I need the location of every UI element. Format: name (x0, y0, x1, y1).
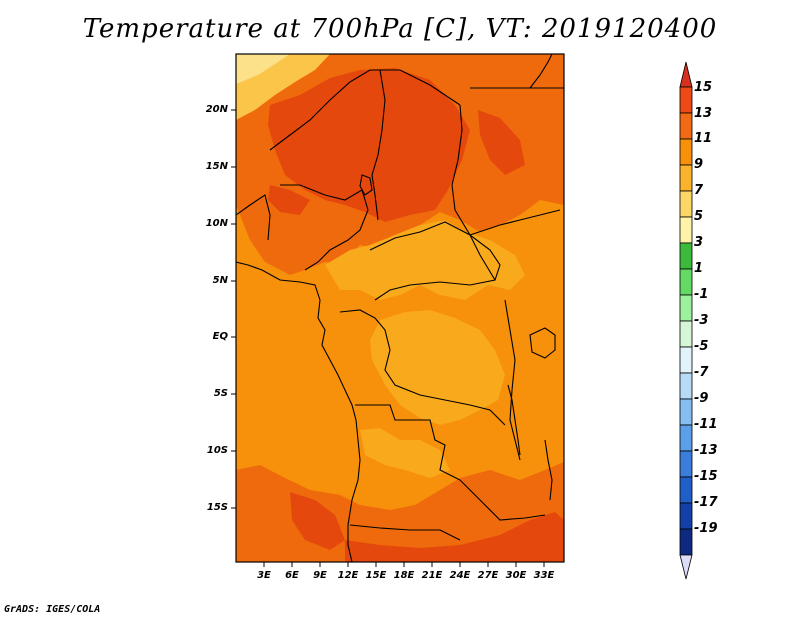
colorbar-cell (679, 450, 693, 478)
colorbar-over-arrow (679, 61, 693, 88)
lon-label-30e: 30E (505, 570, 527, 581)
colorbar-label: 15 (694, 80, 713, 95)
lat-label-eq: EQ (212, 331, 228, 342)
colorbar-label: -3 (694, 313, 709, 328)
temperature-field (236, 54, 564, 562)
grads-credit: GrADS: IGES/COLA (4, 604, 101, 615)
colorbar-cell (679, 528, 693, 556)
lon-label-18e: 18E (393, 570, 415, 581)
colorbar-label: 1 (694, 261, 704, 276)
colorbar-label: -13 (694, 443, 718, 458)
border-nigeria (280, 184, 369, 271)
border-chad-sudan (451, 104, 496, 281)
colorbar-cell (679, 502, 693, 530)
map-frame (235, 53, 565, 563)
colorbar-label: 3 (694, 235, 704, 250)
contour-13-15-southeast (345, 512, 564, 562)
lake-tanganyika (507, 384, 521, 456)
colorbar-cell (679, 216, 693, 244)
colorbar-label: -7 (694, 365, 709, 380)
colorbar-under-arrow (679, 554, 693, 580)
colorbar-label: -17 (694, 495, 718, 510)
colorbar-cell (679, 346, 693, 374)
border-car (369, 221, 501, 301)
colorbar-cell (679, 138, 693, 166)
lat-label-15s: 15S (206, 502, 228, 513)
lake-victoria (529, 327, 556, 359)
colorbar-cell (679, 268, 693, 296)
colorbar-cell (679, 320, 693, 348)
colorbar-cell (679, 164, 693, 192)
map-title: Temperature at 700hPa [C], VT: 201912040… (82, 14, 718, 44)
lake-chad (359, 174, 373, 196)
contour-13-15-core (268, 68, 470, 222)
coastline-west (236, 261, 361, 562)
colorbar-label: 7 (694, 183, 704, 198)
red-sea-coast (529, 54, 553, 89)
lon-ticks (263, 562, 545, 567)
colorbar-label: 11 (694, 131, 713, 146)
colorbar-cell (679, 190, 693, 218)
contour-13-15-east (478, 110, 525, 175)
lon-label-3e: 3E (257, 570, 271, 581)
colorbar-label: -1 (694, 287, 709, 302)
lat-ticks (231, 109, 236, 509)
lat-label-10n: 10N (205, 218, 228, 229)
colorbar-label: 9 (694, 157, 704, 172)
lat-label-5n: 5N (212, 275, 228, 286)
lon-label-12e: 12E (337, 570, 359, 581)
border-west-africa (236, 194, 271, 241)
border-south (459, 479, 546, 521)
colorbar-cell (679, 112, 693, 140)
colorbar-cell (679, 398, 693, 426)
border-angola-south (349, 524, 461, 541)
colorbar-cell (679, 424, 693, 452)
colorbar-cell (679, 294, 693, 322)
colorbar-cell (679, 242, 693, 270)
contour-7-9-south (360, 428, 450, 478)
country-borders (236, 54, 564, 562)
border-angola (355, 404, 461, 481)
border-sahel (269, 69, 461, 151)
lat-label-20n: 20N (205, 104, 228, 115)
lon-label-27e: 27E (477, 570, 499, 581)
colorbar-cell (679, 86, 693, 114)
colorbar (679, 61, 693, 580)
colorbar-label: -9 (694, 391, 709, 406)
border-niger-chad (371, 69, 386, 221)
lon-label-15e: 15E (365, 570, 387, 581)
lat-label-10s: 10S (206, 445, 228, 456)
border-sudan-east (469, 209, 561, 236)
lon-label-6e: 6E (285, 570, 299, 581)
colorbar-label: -5 (694, 339, 709, 354)
colorbar-label: 13 (694, 106, 713, 121)
colorbar-cell (679, 372, 693, 400)
contour-7-9-central (325, 220, 525, 300)
border-drc-east (504, 299, 521, 461)
contour-7-9-congo (370, 310, 505, 425)
lon-label-24e: 24E (449, 570, 471, 581)
lon-label-9e: 9E (313, 570, 327, 581)
lat-label-15n: 15N (205, 161, 228, 172)
contour-13-15-west (268, 185, 310, 215)
colorbar-label: -19 (694, 521, 718, 536)
contour-lt5-nw (236, 54, 290, 84)
lake-malawi (544, 439, 553, 501)
lon-label-33e: 33E (533, 570, 555, 581)
colorbar-cell (679, 476, 693, 504)
lat-label-5s: 5S (213, 388, 228, 399)
colorbar-label: 5 (694, 209, 704, 224)
colorbar-label: -15 (694, 469, 718, 484)
border-congo (339, 309, 506, 426)
colorbar-label: -11 (694, 417, 718, 432)
lon-label-21e: 21E (421, 570, 443, 581)
contour-13-15-south (290, 492, 345, 550)
